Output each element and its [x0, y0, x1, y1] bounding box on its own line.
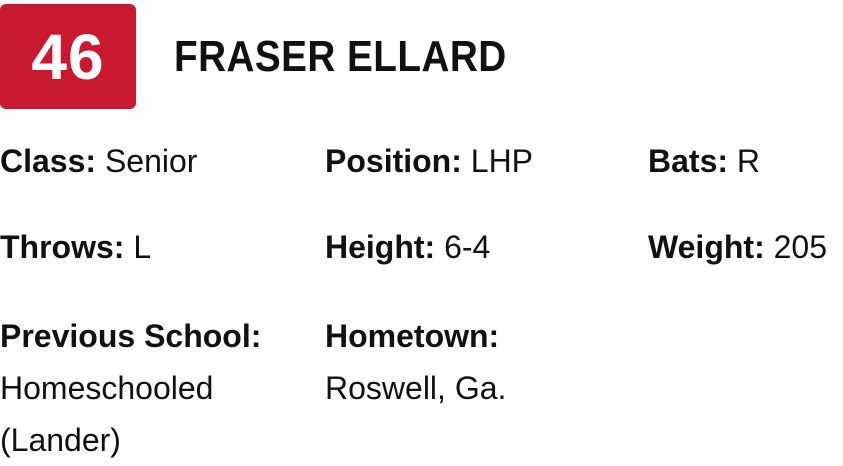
class-value: Senior: [104, 143, 198, 179]
throws-attribute: Throws: L: [0, 221, 151, 273]
player-header: 46 FRASER ELLARD: [0, 4, 552, 109]
height-attribute: Height: 6-4: [325, 221, 490, 273]
previous-school-value: Homeschooled (Lander): [0, 370, 214, 458]
jersey-number-badge: 46: [0, 4, 136, 109]
hometown-label: Hometown:: [325, 318, 500, 354]
throws-label: Throws:: [0, 229, 125, 265]
class-attribute: Class: Senior: [0, 135, 197, 187]
bats-value: R: [736, 143, 761, 179]
position-label: Position:: [325, 143, 462, 179]
hometown-attribute: Hometown: Roswell, Ga.: [325, 310, 625, 414]
bats-attribute: Bats: R: [648, 135, 760, 187]
hometown-value: Roswell, Ga.: [325, 370, 507, 406]
bats-label: Bats:: [648, 143, 729, 179]
previous-school-label: Previous School:: [0, 318, 262, 354]
height-value: 6-4: [444, 229, 491, 265]
position-attribute: Position: LHP: [325, 135, 533, 187]
class-label: Class:: [0, 143, 97, 179]
weight-value: 205: [773, 229, 827, 265]
previous-school-attribute: Previous School: Homeschooled (Lander): [0, 310, 300, 466]
height-label: Height:: [325, 229, 436, 265]
throws-value: L: [133, 229, 152, 265]
weight-attribute: Weight: 205: [648, 221, 827, 273]
player-name: FRASER ELLARD: [174, 31, 507, 81]
weight-label: Weight:: [648, 229, 765, 265]
position-value: LHP: [470, 143, 534, 179]
